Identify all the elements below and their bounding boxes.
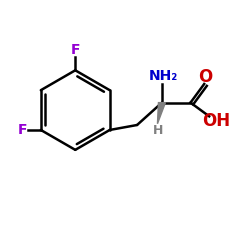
- Text: F: F: [18, 123, 28, 137]
- Text: O: O: [198, 68, 212, 86]
- Text: F: F: [70, 44, 80, 58]
- Polygon shape: [158, 102, 166, 124]
- Text: H: H: [153, 124, 163, 137]
- Text: NH₂: NH₂: [148, 69, 178, 83]
- Text: OH: OH: [202, 112, 231, 130]
